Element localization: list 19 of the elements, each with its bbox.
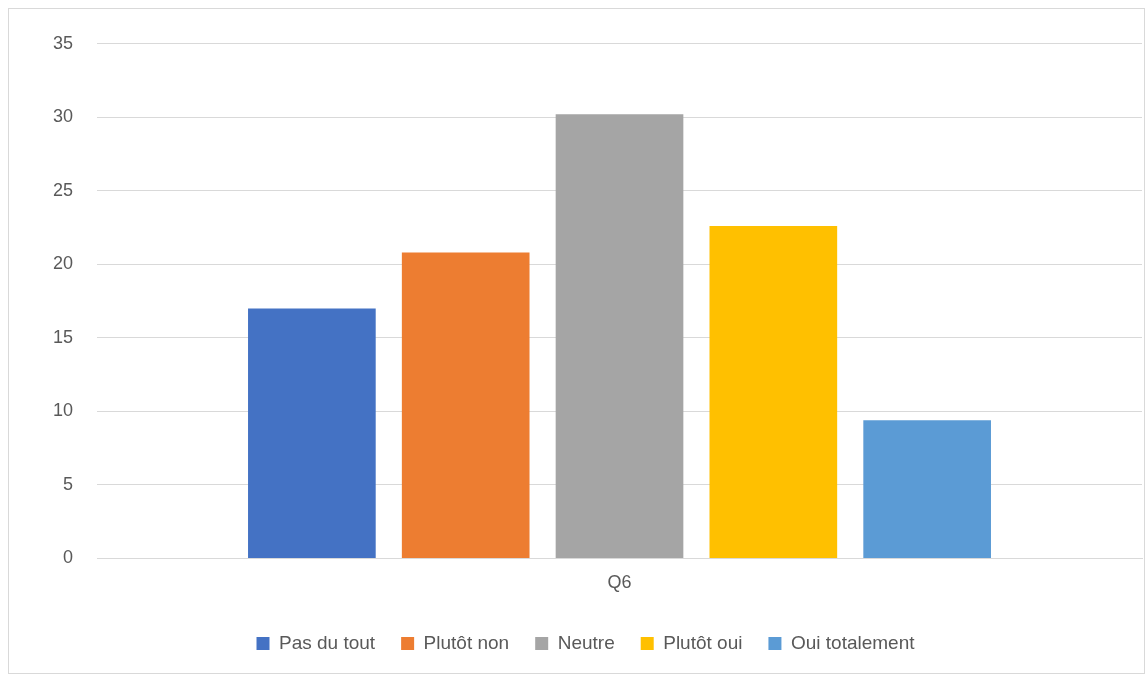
legend-label: Plutôt oui <box>663 631 743 653</box>
y-tick-label: 20 <box>52 253 74 274</box>
legend-label: Pas du tout <box>279 631 376 653</box>
bar <box>709 226 838 558</box>
x-tick-label: Q6 <box>607 572 632 593</box>
y-tick-label: 15 <box>52 326 74 347</box>
y-tick-label: 10 <box>52 400 74 421</box>
y-tick-label: 0 <box>63 547 74 568</box>
y-tick-label: 35 <box>52 32 74 53</box>
y-tick-label: 25 <box>52 179 74 200</box>
legend-label: Oui totalement <box>790 631 916 653</box>
legend-label: Plutôt non <box>423 631 510 653</box>
bar <box>248 308 376 558</box>
legend-label: Neutre <box>557 631 615 653</box>
bar <box>555 114 684 558</box>
y-tick-label: 5 <box>63 473 74 494</box>
bar <box>401 252 530 558</box>
y-tick-label: 30 <box>52 106 74 127</box>
bar <box>863 420 991 558</box>
